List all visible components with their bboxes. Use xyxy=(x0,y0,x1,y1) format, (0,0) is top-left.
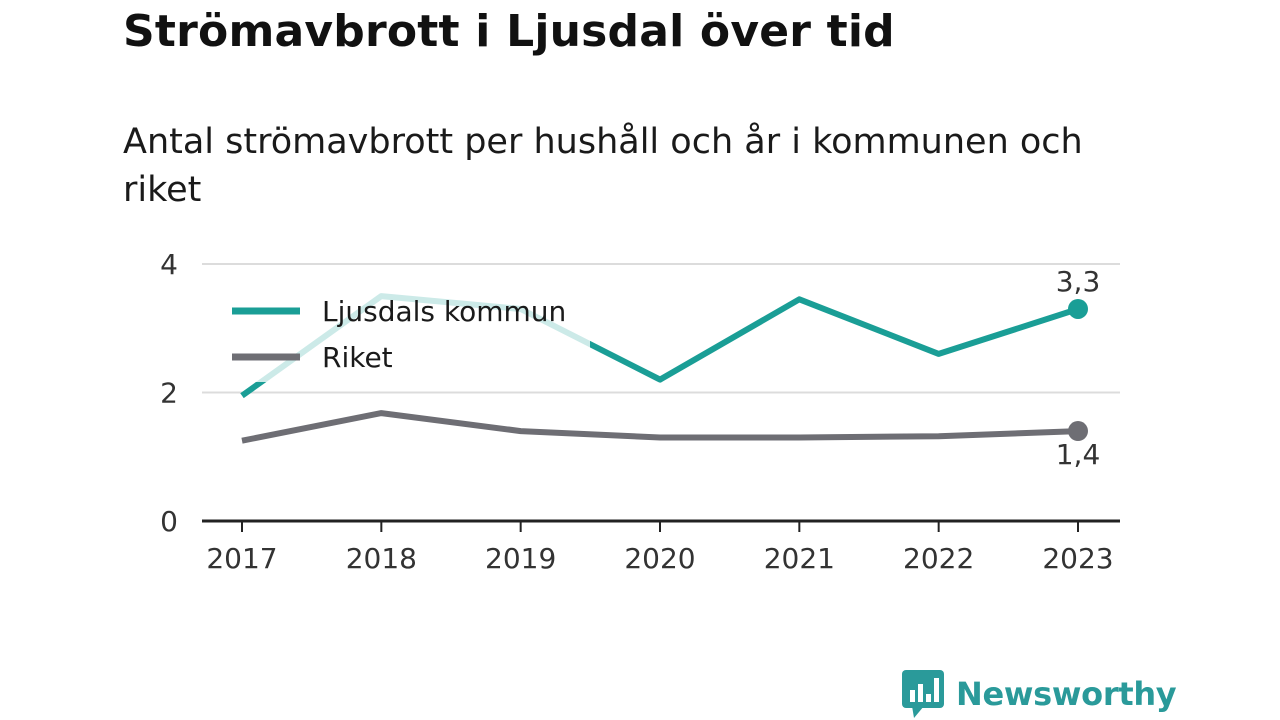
x-tick-label: 2022 xyxy=(903,542,974,575)
y-tick-label: 0 xyxy=(160,505,178,538)
chart-title: Strömavbrott i Ljusdal över tid xyxy=(123,6,895,57)
y-tick-label: 2 xyxy=(160,377,178,410)
end-value-label: 1,4 xyxy=(1056,438,1101,471)
x-tick-label: 2017 xyxy=(206,542,277,575)
x-tick-label: 2019 xyxy=(485,542,556,575)
y-tick-label: 4 xyxy=(160,248,178,281)
brand-name: Newsworthy xyxy=(956,675,1177,713)
bar-chart-speech-bubble-icon xyxy=(902,670,944,718)
x-tick-label: 2023 xyxy=(1042,542,1113,575)
brand-footer: Newsworthy xyxy=(902,670,1177,718)
x-tick-label: 2018 xyxy=(346,542,417,575)
legend-label: Riket xyxy=(322,341,393,374)
line-chart: 0 2 4 2017 2018 2019 2020 2021 2022 2023 Ljusdals … xyxy=(160,248,1120,575)
legend-backdrop xyxy=(222,286,590,382)
end-point-marker xyxy=(1068,421,1088,442)
x-tick-label: 2021 xyxy=(764,542,835,575)
end-value-label: 3,3 xyxy=(1056,265,1101,298)
chart-subtitle: Antal strömavbrott per hushåll och år i … xyxy=(123,122,1083,210)
end-point-marker xyxy=(1068,298,1088,319)
series-line-riket xyxy=(241,410,1079,444)
x-tick-label: 2020 xyxy=(624,542,695,575)
legend-label: Ljusdals kommun xyxy=(322,295,566,328)
